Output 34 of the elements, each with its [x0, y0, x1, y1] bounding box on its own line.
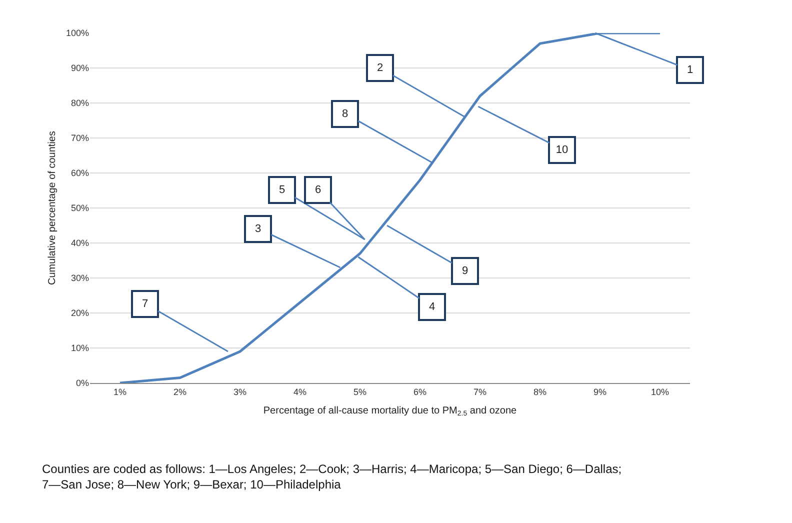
annotation: 9 [462, 265, 468, 277]
annotation: 2 [376, 62, 384, 74]
x-tick-label: 7% [473, 386, 487, 397]
x-tick-label: 4% [293, 386, 307, 397]
annotation: 4 [428, 301, 436, 313]
annotation: 6 [314, 184, 322, 196]
y-tick-label: 50% [70, 203, 89, 214]
x-tick-label: 5% [353, 386, 367, 397]
y-tick-label: 30% [70, 273, 89, 284]
y-tick-label: 0% [76, 378, 89, 388]
y-tick-label: 90% [70, 63, 89, 74]
y-tick-label: 40% [70, 238, 89, 248]
annotation: 8 [342, 108, 348, 120]
y-axis-title: Cumulative percentage of counties [46, 131, 58, 285]
y-tick-label: 70% [70, 133, 89, 144]
y-tick-label: 80% [70, 98, 89, 108]
x-tick-label: 9% [593, 386, 607, 397]
text: Counties are coded as follows: 1—Los Angeles; 2—Cook; 3—Harris; 4—Maricopa; 5—San Diego; 6—Dallas; 7—San Jose; 8—New York; 9—Bexar; 10—Philadelphia [42, 462, 622, 492]
annotation: 10 [556, 144, 568, 156]
y-tick-label: 60% [70, 168, 89, 178]
x-tick-label: 3% [233, 386, 247, 397]
annotation: 1 [686, 64, 694, 76]
annotation: 3 [254, 223, 262, 235]
x-tick-label: 10% [650, 386, 670, 397]
x-tick-label: 2% [173, 386, 187, 397]
y-tick-label: 100% [66, 28, 89, 38]
y-tick-label: 20% [70, 308, 89, 318]
y-tick-label: 10% [70, 343, 89, 354]
x-tick-label: 1% [113, 386, 127, 397]
x-tick-label: 8% [533, 386, 547, 397]
annotation: 7 [142, 298, 148, 310]
annotation: 5 [278, 184, 286, 196]
x-tick-label: 6% [413, 386, 427, 397]
x-axis-title: Percentage of all-cause mortality due to PM$_{2.5}$ and ozone [263, 405, 518, 418]
